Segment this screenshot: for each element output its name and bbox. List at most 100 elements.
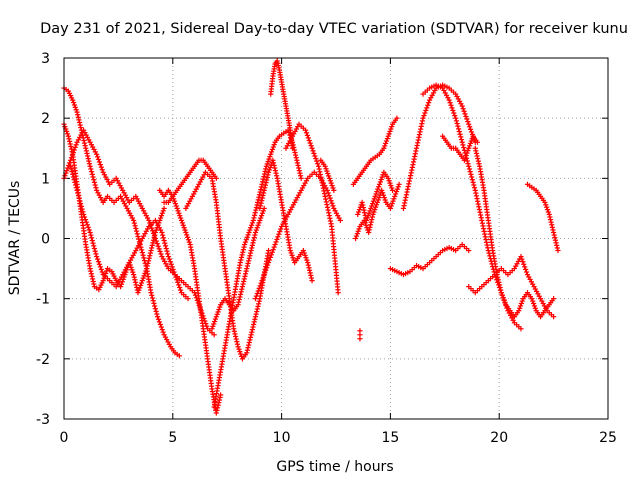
data-point: [89, 273, 95, 279]
data-point: [257, 189, 263, 195]
series-track: [61, 85, 182, 359]
grid-lines: [64, 58, 608, 419]
data-point: [171, 269, 177, 275]
data-point: [367, 208, 373, 214]
data-point: [263, 166, 269, 172]
data-point: [64, 131, 71, 137]
data-point: [88, 268, 94, 274]
data-point: [156, 319, 163, 325]
data-point: [326, 192, 332, 199]
data-point: [423, 107, 429, 114]
data-point: [99, 167, 105, 173]
data-point: [388, 182, 394, 189]
data-point: [523, 266, 529, 273]
data-point: [269, 249, 275, 255]
data-point: [382, 143, 388, 149]
series-track: [524, 181, 561, 254]
data-point: [258, 215, 264, 221]
data-point: [472, 145, 478, 151]
data-point: [375, 197, 381, 203]
data-point: [165, 251, 171, 257]
data-point: [379, 174, 385, 180]
data-point: [260, 190, 267, 196]
data-point: [158, 215, 164, 221]
data-point: [369, 203, 375, 209]
data-point: [137, 282, 144, 289]
data-point: [150, 230, 157, 236]
y-tick-label: 2: [41, 111, 50, 127]
data-point: [546, 211, 552, 218]
y-tick-label: -3: [36, 412, 50, 428]
series-track: [268, 58, 296, 151]
data-point: [93, 251, 99, 257]
data-point: [531, 303, 538, 309]
data-point: [259, 181, 265, 187]
data-point: [551, 229, 557, 236]
data-point: [454, 120, 460, 127]
data-point: [67, 141, 73, 147]
data-point: [278, 226, 284, 232]
data-point: [376, 181, 383, 187]
data-point: [267, 164, 273, 171]
data-point: [179, 220, 185, 226]
data-point: [377, 179, 383, 185]
data-point: [133, 225, 139, 232]
data-point: [304, 257, 310, 263]
data-point: [260, 176, 266, 182]
data-point: [247, 334, 254, 340]
data-point: [300, 247, 306, 254]
data-point: [497, 284, 503, 291]
data-point: [131, 217, 137, 224]
data-point: [238, 351, 244, 357]
data-point: [158, 213, 165, 219]
data-point: [251, 215, 257, 221]
data-point: [153, 308, 159, 314]
data-point: [385, 175, 391, 181]
series-track: [283, 121, 341, 296]
data-point: [263, 180, 269, 186]
data-point: [210, 323, 216, 329]
data-point: [88, 169, 95, 175]
data-point: [271, 142, 277, 148]
data-point: [252, 229, 259, 236]
data-point: [176, 282, 182, 288]
data-point: [328, 180, 334, 186]
data-point: [367, 224, 373, 230]
data-point: [274, 173, 280, 179]
data-point: [87, 229, 93, 236]
data-point: [547, 216, 554, 223]
data-point: [379, 187, 385, 193]
data-point: [141, 255, 147, 261]
data-point: [549, 222, 555, 228]
data-point: [461, 108, 467, 114]
data-point: [143, 268, 149, 274]
data-point: [387, 205, 393, 212]
data-point: [500, 294, 506, 301]
data-point: [88, 235, 95, 241]
data-point: [86, 227, 92, 233]
data-point: [313, 155, 319, 162]
data-point: [245, 260, 251, 267]
data-point: [257, 283, 263, 289]
data-point: [166, 256, 172, 262]
data-point: [178, 217, 185, 224]
data-point: [498, 287, 504, 293]
data-point: [461, 157, 467, 163]
data-point: [162, 240, 168, 246]
data-point: [517, 303, 524, 309]
data-point: [176, 210, 182, 216]
data-point: [91, 243, 97, 249]
series-track: [357, 328, 363, 342]
data-point: [356, 226, 362, 232]
series-track: [352, 181, 402, 242]
data-point: [522, 264, 528, 270]
data-point: [69, 169, 75, 175]
data-point: [258, 200, 264, 206]
data-point: [238, 254, 245, 261]
data-point: [458, 134, 464, 140]
data-point: [361, 210, 368, 216]
data-point: [468, 126, 474, 132]
data-point: [289, 145, 296, 151]
data-point: [356, 209, 362, 215]
data-point: [64, 167, 70, 174]
